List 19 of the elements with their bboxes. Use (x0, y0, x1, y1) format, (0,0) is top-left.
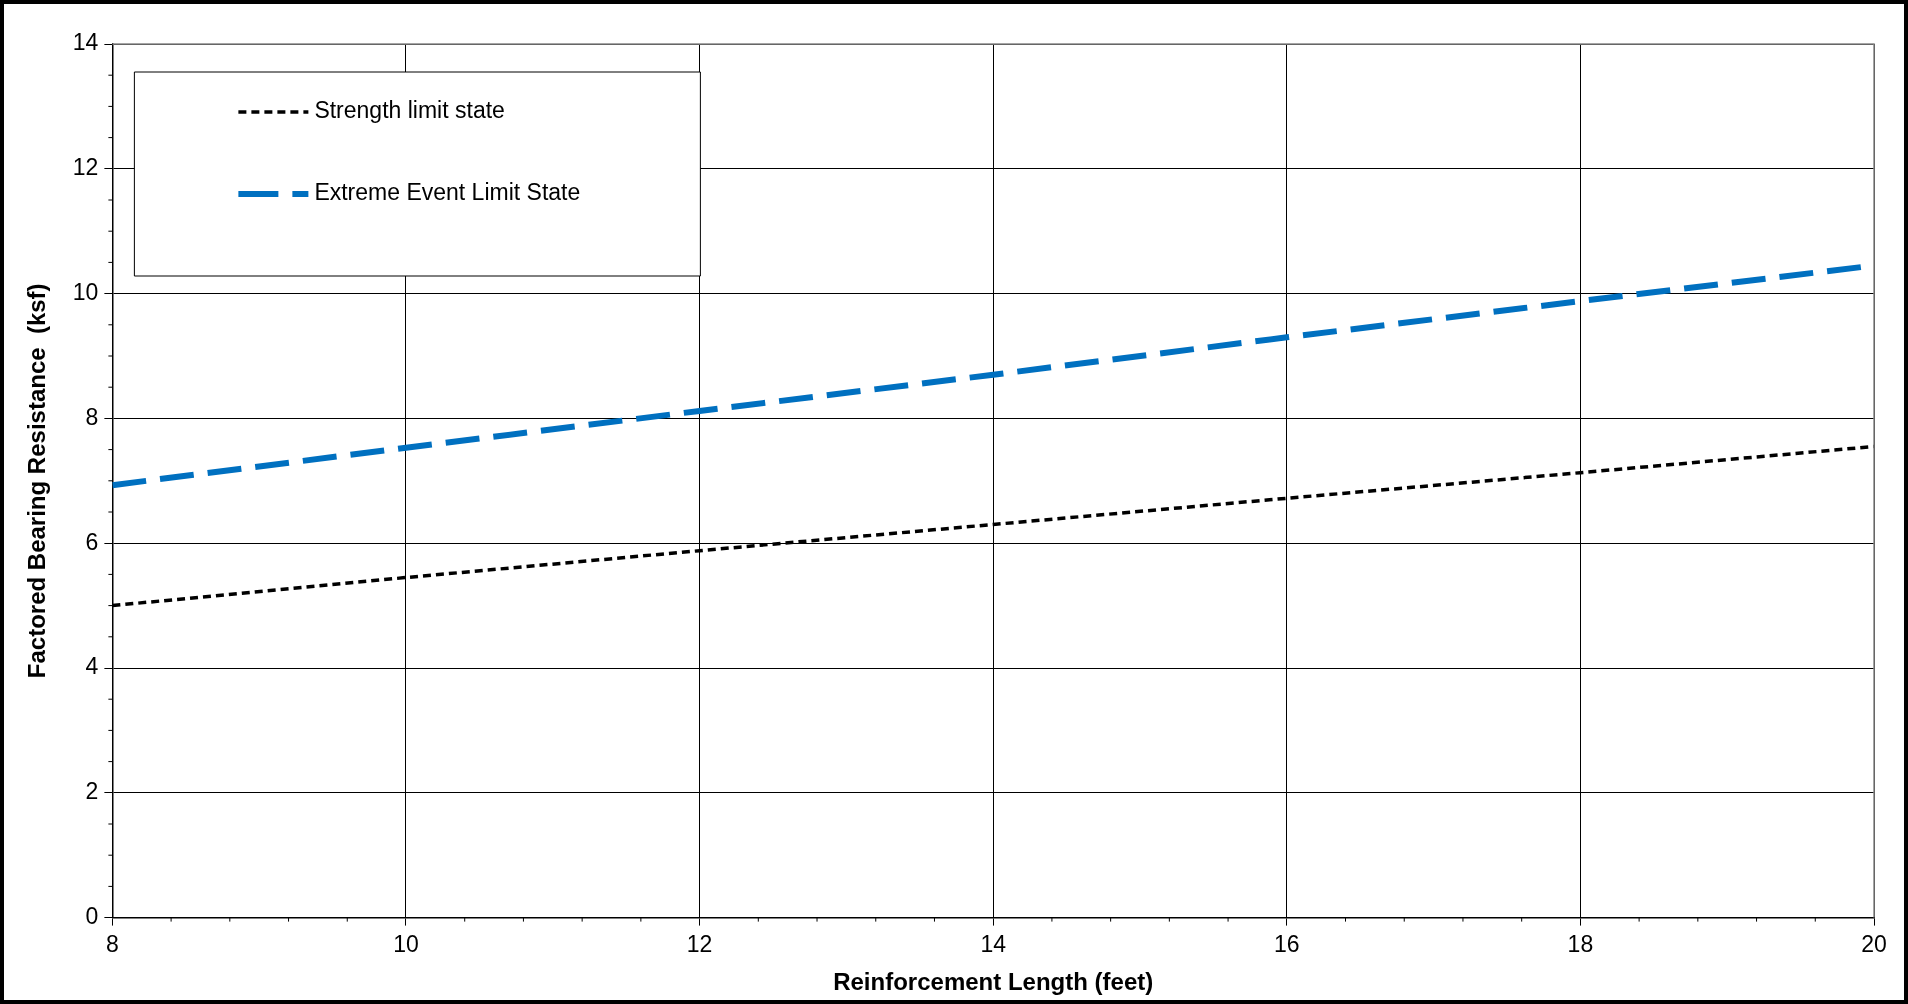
y-tick-label: 12 (72, 154, 99, 181)
x-tick-label: 18 (1567, 930, 1594, 957)
x-tick-label: 8 (105, 930, 119, 957)
x-tick-label: 16 (1274, 930, 1300, 957)
y-tick-label: 0 (85, 902, 99, 929)
y-axis-title: Factored Bearing Resistance (ksf) (23, 283, 51, 679)
x-tick-label: 14 (980, 930, 1007, 957)
y-tick-label: 14 (72, 29, 99, 56)
x-tick-label: 12 (686, 930, 713, 957)
y-tick-label: 2 (85, 778, 99, 805)
y-tick-label: 8 (85, 403, 99, 430)
x-tick-label: 20 (1861, 930, 1887, 957)
y-tick-label: 10 (72, 278, 99, 305)
x-tick-label: 10 (393, 930, 419, 957)
legend-label: Extreme Event Limit State (314, 179, 581, 206)
legend-label: Strength limit state (314, 97, 505, 124)
y-tick-label: 4 (85, 653, 99, 680)
x-axis-title: Reinforcement Length (feet) (833, 968, 1154, 996)
y-tick-label: 6 (85, 528, 99, 555)
